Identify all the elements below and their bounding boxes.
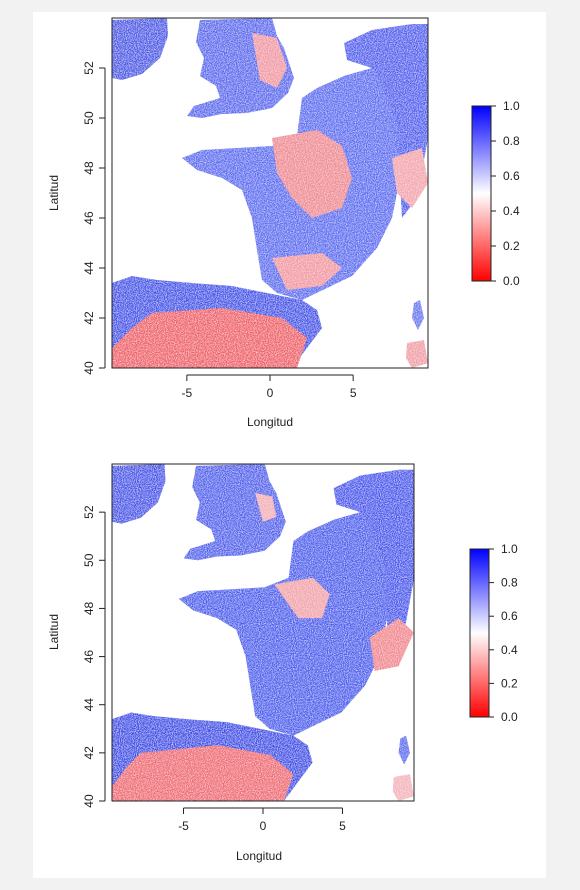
y-tick-label: 50 (82, 111, 96, 125)
region-france (178, 512, 389, 736)
y-axis-label-1: Latitud (47, 175, 61, 211)
legend-tick-label: 0.2 (503, 239, 520, 253)
legend-tick-label: 1.0 (503, 99, 520, 113)
region-germany (333, 469, 414, 657)
region-iberia-red (112, 745, 294, 801)
color-legend-1: 0.0 0.2 0.4 0.6 0.8 1.0 (471, 99, 520, 288)
legend-tick-label: 0.0 (501, 710, 518, 724)
y-tick-label: 42 (82, 746, 96, 760)
legend-tick-label: 0.8 (501, 576, 518, 590)
x-tick-label: 0 (260, 819, 267, 833)
legend-tick-label: 0.2 (501, 676, 518, 690)
region-ireland (112, 18, 168, 80)
legend-tick-label: 0.6 (501, 609, 518, 623)
axes-1: -5 0 5 40 42 44 46 48 50 52 (82, 61, 357, 400)
y-tick-label: 40 (82, 794, 96, 808)
legend-tick-label: 0.4 (501, 643, 518, 657)
x-axis-label-2: Longitud (236, 849, 282, 863)
y-tick-label: 52 (82, 505, 96, 519)
map-frame-1 (111, 17, 429, 369)
x-tick-label: -5 (182, 386, 193, 400)
y-tick-label: 48 (82, 601, 96, 615)
legend-tick-label: 0.8 (503, 134, 520, 148)
region-france-red (274, 577, 330, 619)
region-iberia-red (112, 308, 307, 368)
region-corsica (398, 735, 410, 765)
x-tick-label: -5 (178, 819, 189, 833)
x-axis-label-1: Longitud (247, 415, 293, 429)
y-tick-label: 50 (82, 553, 96, 567)
region-france-red (272, 130, 352, 218)
map-raster-1 (112, 18, 428, 368)
map-raster-2 (112, 464, 414, 801)
y-tick-label: 44 (82, 698, 96, 712)
color-bar-1 (471, 105, 492, 282)
region-germany-red (392, 148, 428, 208)
legend-tick-label: 1.0 (501, 542, 518, 556)
y-tick-label: 46 (82, 650, 96, 664)
y-tick-label: 42 (82, 311, 96, 325)
region-alps-red (369, 618, 414, 672)
map-frame-2 (111, 463, 415, 802)
y-tick-label: 52 (82, 61, 96, 75)
region-sardinia (392, 774, 414, 801)
y-tick-label: 48 (82, 161, 96, 175)
legend-tick-label: 0.4 (503, 204, 520, 218)
region-sardinia (406, 340, 428, 368)
region-england-red (255, 492, 277, 522)
region-france-south-red (272, 253, 342, 290)
color-legend-2: 0.0 0.2 0.4 0.6 0.8 1.0 (469, 542, 518, 724)
x-tick-label: 5 (350, 386, 357, 400)
color-bar-2 (469, 548, 490, 718)
axes-2: -5 0 5 40 42 44 46 48 50 52 (82, 505, 346, 833)
region-corsica (412, 300, 424, 330)
y-tick-label: 44 (82, 261, 96, 275)
y-tick-label: 40 (82, 361, 96, 375)
legend-tick-label: 0.6 (503, 169, 520, 183)
legend-tick-label: 0.0 (503, 274, 520, 288)
y-axis-label-2: Latitud (47, 614, 61, 650)
y-tick-label: 46 (82, 211, 96, 225)
region-england-red (252, 33, 287, 88)
region-great-britain (183, 464, 286, 561)
x-tick-label: 0 (267, 386, 274, 400)
region-ireland (112, 464, 166, 524)
x-tick-label: 5 (339, 819, 346, 833)
